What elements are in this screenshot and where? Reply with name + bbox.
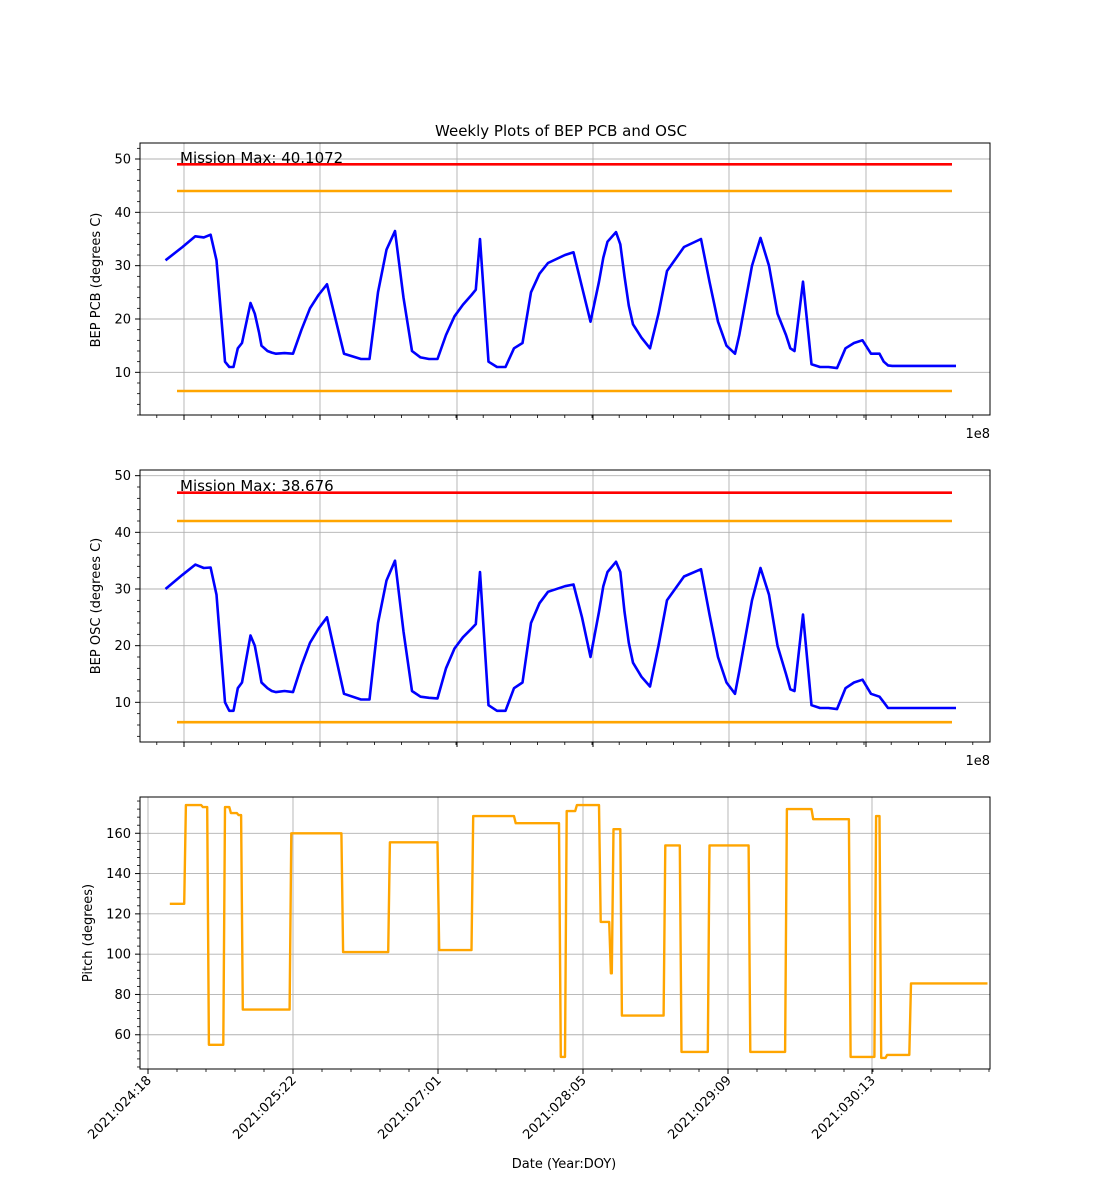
y-tick-label: 40 <box>114 206 131 221</box>
pitch-series <box>169 803 988 1060</box>
osc-ticks: 10 20 30 40 50 <box>114 469 974 747</box>
pitch-x-axis-label: Date (Year:DOY) <box>512 1157 617 1172</box>
y-tick-label: 60 <box>114 1028 131 1043</box>
pcb-limit-lines <box>177 163 952 393</box>
pcb-offset-text: 1e8 <box>965 427 990 442</box>
osc-temperature-panel: 10 20 30 40 50 Mission Max: 38.676 BEP OSC (… <box>89 469 991 769</box>
y-tick-label: 50 <box>114 153 131 168</box>
y-tick-label: 100 <box>106 948 131 963</box>
pcb-ticks: 10 20 30 40 50 <box>114 147 974 420</box>
pcb-temperature-series <box>164 229 956 370</box>
y-tick-label: 40 <box>114 526 131 541</box>
osc-y-axis-label: BEP OSC (degrees C) <box>89 538 104 674</box>
osc-limit-lines <box>177 491 952 724</box>
y-tick-label: 20 <box>114 313 131 328</box>
pcb-y-axis-label: BEP PCB (degrees C) <box>89 213 104 348</box>
osc-grid <box>140 470 990 742</box>
pitch-plot-frame <box>139 796 991 1070</box>
temperature-line <box>164 229 956 370</box>
figure-title: Weekly Plots of BEP PCB and OSC <box>435 122 687 140</box>
y-tick-label: 50 <box>114 469 131 484</box>
pitch-line <box>169 803 988 1060</box>
temperature-line <box>164 559 956 713</box>
pcb-mission-max-annotation: Mission Max: 40.1072 <box>180 149 343 167</box>
y-tick-label: 160 <box>106 827 131 842</box>
y-tick-label: 120 <box>106 907 131 922</box>
y-tick-label: 10 <box>114 696 131 711</box>
y-tick-label: 20 <box>114 639 131 654</box>
pcb-grid <box>140 143 990 415</box>
osc-temperature-series <box>164 559 956 713</box>
osc-offset-text: 1e8 <box>965 754 990 769</box>
y-tick-label: 30 <box>114 583 131 598</box>
y-tick-label: 140 <box>106 867 131 882</box>
y-tick-label: 30 <box>114 259 131 274</box>
pitch-y-axis-label: Pitch (degrees) <box>81 884 96 982</box>
pcb-temperature-panel: 10 20 30 40 50 Mission Max: 40.1072 BEP PCB … <box>89 142 991 442</box>
osc-mission-max-annotation: Mission Max: 38.676 <box>180 477 334 495</box>
y-tick-label: 10 <box>114 366 131 381</box>
y-tick-label: 80 <box>114 988 131 1003</box>
